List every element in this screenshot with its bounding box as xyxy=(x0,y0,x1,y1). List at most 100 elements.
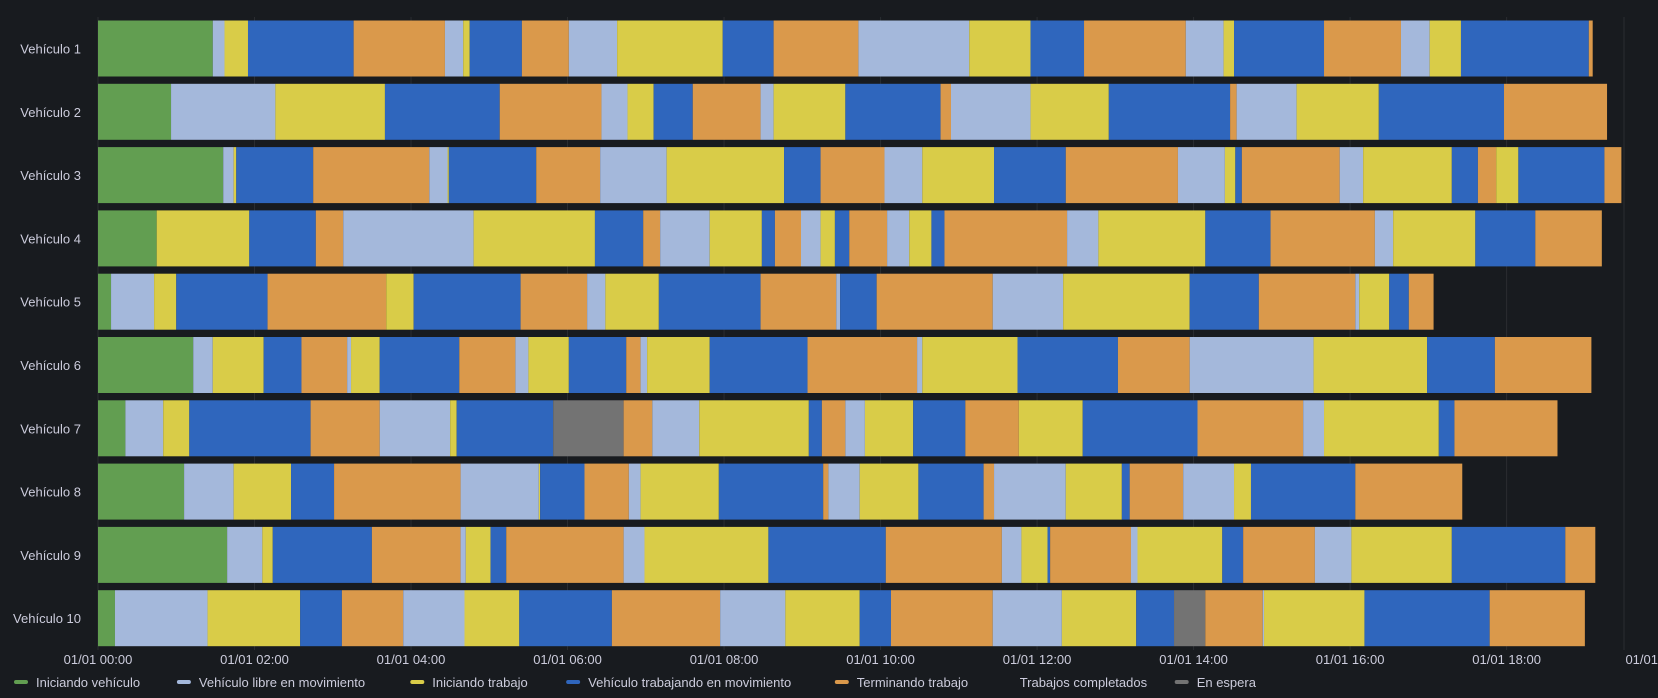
state-segment[interactable] xyxy=(184,463,234,520)
state-segment[interactable] xyxy=(459,337,516,393)
state-segment[interactable] xyxy=(640,337,648,393)
state-segment[interactable] xyxy=(236,147,314,204)
state-segment[interactable] xyxy=(709,210,762,267)
state-segment[interactable] xyxy=(623,526,645,583)
state-segment[interactable] xyxy=(774,210,802,267)
state-segment[interactable] xyxy=(644,526,769,583)
state-segment[interactable] xyxy=(652,400,700,457)
state-segment[interactable] xyxy=(885,526,1002,583)
state-segment[interactable] xyxy=(1378,83,1505,140)
state-segment[interactable] xyxy=(887,210,910,267)
state-segment[interactable] xyxy=(1475,210,1536,267)
state-segment[interactable] xyxy=(1250,463,1356,520)
state-segment[interactable] xyxy=(1065,147,1178,204)
state-segment[interactable] xyxy=(623,400,653,457)
state-segment[interactable] xyxy=(858,20,970,77)
state-segment[interactable] xyxy=(1262,590,1265,647)
legend-item[interactable]: Vehículo libre en movimiento xyxy=(176,675,365,690)
state-segment[interactable] xyxy=(98,83,172,140)
state-segment[interactable] xyxy=(460,526,466,583)
state-segment[interactable] xyxy=(98,526,228,583)
state-segment[interactable] xyxy=(429,147,448,204)
state-segment[interactable] xyxy=(98,463,185,520)
state-segment[interactable] xyxy=(227,526,263,583)
state-segment[interactable] xyxy=(1197,400,1304,457)
state-segment[interactable] xyxy=(890,590,993,647)
state-segment[interactable] xyxy=(98,147,224,204)
state-segment[interactable] xyxy=(1374,210,1394,267)
state-segment[interactable] xyxy=(310,400,380,457)
state-segment[interactable] xyxy=(1189,337,1314,393)
state-segment[interactable] xyxy=(519,590,612,647)
state-segment[interactable] xyxy=(1021,526,1048,583)
state-segment[interactable] xyxy=(931,210,945,267)
state-segment[interactable] xyxy=(263,337,302,393)
state-segment[interactable] xyxy=(1177,147,1225,204)
state-segment[interactable] xyxy=(98,20,213,77)
state-segment[interactable] xyxy=(1264,590,1365,647)
state-segment[interactable] xyxy=(1296,83,1379,140)
state-segment[interactable] xyxy=(1223,20,1235,77)
state-segment[interactable] xyxy=(1030,20,1085,77)
state-segment[interactable] xyxy=(845,400,865,457)
state-segment[interactable] xyxy=(540,463,585,520)
state-segment[interactable] xyxy=(760,83,774,140)
state-segment[interactable] xyxy=(233,463,292,520)
state-segment[interactable] xyxy=(718,463,824,520)
state-segment[interactable] xyxy=(1117,337,1190,393)
state-segment[interactable] xyxy=(1393,210,1476,267)
state-segment[interactable] xyxy=(922,337,1018,393)
state-segment[interactable] xyxy=(1400,20,1430,77)
state-segment[interactable] xyxy=(1047,526,1051,583)
state-segment[interactable] xyxy=(950,83,1031,140)
legend-item[interactable]: Vehículo trabajando en movimiento xyxy=(566,675,791,690)
state-segment[interactable] xyxy=(272,526,372,583)
state-segment[interactable] xyxy=(536,147,601,204)
state-segment[interactable] xyxy=(1222,526,1244,583)
state-segment[interactable] xyxy=(275,83,385,140)
state-segment[interactable] xyxy=(98,210,157,267)
state-segment[interactable] xyxy=(111,273,155,330)
state-segment[interactable] xyxy=(403,590,465,647)
state-segment[interactable] xyxy=(626,337,641,393)
state-segment[interactable] xyxy=(1235,147,1242,204)
state-segment[interactable] xyxy=(1451,526,1566,583)
state-segment[interactable] xyxy=(1189,273,1259,330)
state-segment[interactable] xyxy=(224,20,248,77)
state-segment[interactable] xyxy=(859,590,891,647)
state-segment[interactable] xyxy=(1082,400,1198,457)
state-segment[interactable] xyxy=(1136,590,1175,647)
state-segment[interactable] xyxy=(1185,20,1224,77)
state-segment[interactable] xyxy=(515,337,529,393)
state-segment[interactable] xyxy=(1183,463,1235,520)
state-segment[interactable] xyxy=(1084,20,1186,77)
state-segment[interactable] xyxy=(1224,147,1236,204)
state-segment[interactable] xyxy=(460,463,539,520)
state-segment[interactable] xyxy=(1427,337,1495,393)
state-segment[interactable] xyxy=(820,210,835,267)
state-segment[interactable] xyxy=(658,273,761,330)
state-segment[interactable] xyxy=(386,273,414,330)
state-segment[interactable] xyxy=(820,147,885,204)
legend-item[interactable]: En espera xyxy=(1174,675,1257,690)
state-segment[interactable] xyxy=(1137,526,1223,583)
state-segment[interactable] xyxy=(666,147,785,204)
state-segment[interactable] xyxy=(98,273,112,330)
state-segment[interactable] xyxy=(189,400,311,457)
state-segment[interactable] xyxy=(992,273,1064,330)
state-segment[interactable] xyxy=(444,20,464,77)
state-segment[interactable] xyxy=(499,83,602,140)
state-segment[interactable] xyxy=(994,147,1066,204)
state-segment[interactable] xyxy=(1129,463,1184,520)
state-segment[interactable] xyxy=(1017,337,1118,393)
state-segment[interactable] xyxy=(98,400,126,457)
state-segment[interactable] xyxy=(1438,400,1455,457)
state-segment[interactable] xyxy=(313,147,430,204)
legend-item[interactable]: Terminando trabajo xyxy=(834,675,968,690)
state-segment[interactable] xyxy=(334,463,461,520)
state-segment[interactable] xyxy=(761,210,775,267)
state-segment[interactable] xyxy=(601,83,628,140)
state-segment[interactable] xyxy=(538,463,541,520)
state-segment[interactable] xyxy=(1243,526,1315,583)
state-segment[interactable] xyxy=(1121,463,1130,520)
